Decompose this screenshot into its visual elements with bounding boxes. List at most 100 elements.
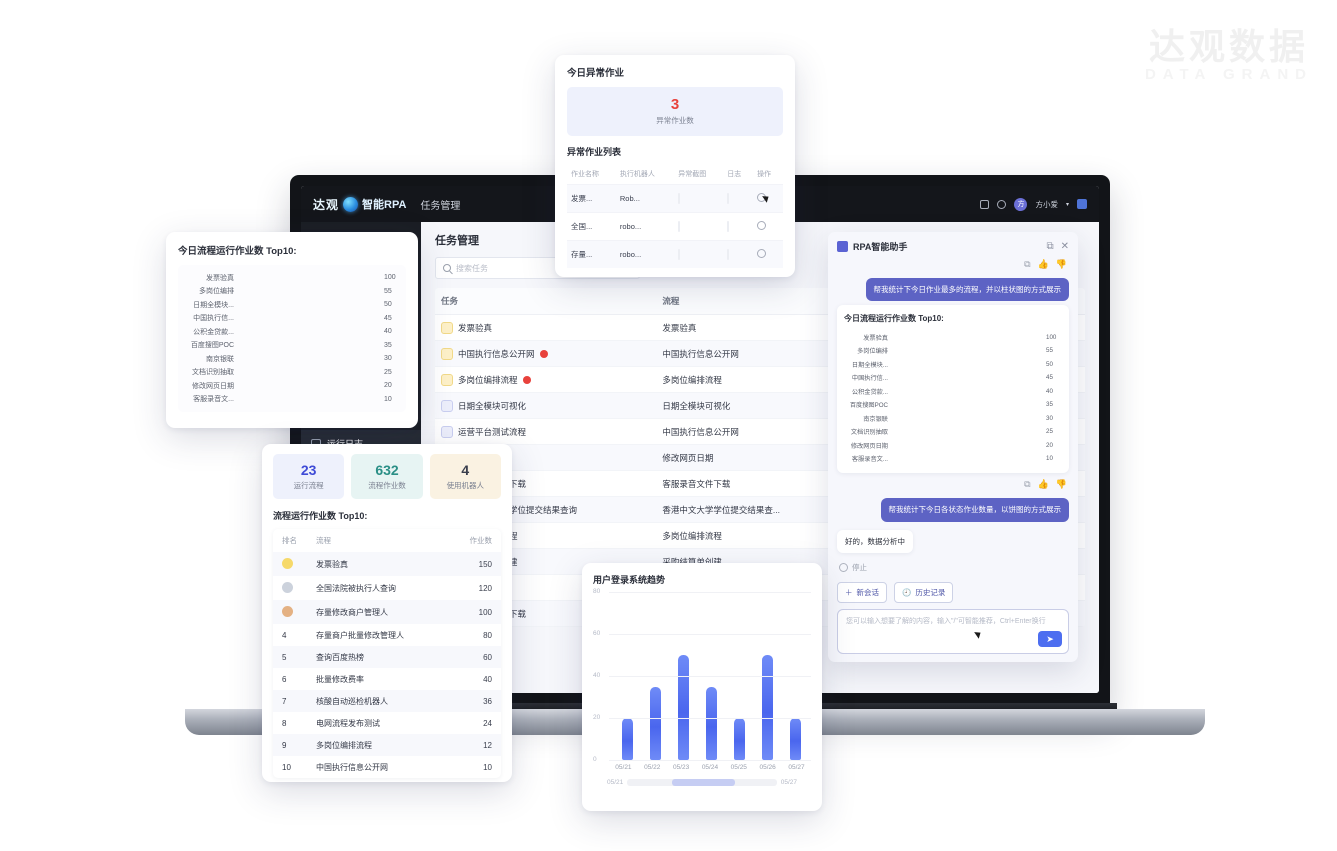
ranking-table: 排名 流程 作业数 发票验真 150 全国法院被执行人查询 120 存量修改商户管理人 1… [273,529,501,778]
exception-row[interactable]: 存量... robo... [567,240,783,268]
cell-action[interactable] [753,240,783,268]
scroll-knob[interactable] [672,779,735,786]
user-name[interactable]: 方小爱 [1035,199,1058,209]
cell-log[interactable] [723,184,754,213]
cell-count: 40 [483,674,492,684]
info-icon[interactable] [757,249,767,258]
bar-label: 修改网页日期 [850,442,888,450]
avatar[interactable]: 方 [1014,197,1028,211]
list-item[interactable]: 9 多岗位编排流程 12 [273,734,501,756]
cell-screenshot[interactable] [674,212,724,241]
list-item[interactable]: 全国法院被执行人查询 120 [273,576,501,600]
app-grid-icon[interactable] [1077,199,1087,209]
log-thumbnail[interactable] [727,193,730,204]
cell-robot: robo... [615,240,675,268]
list-item[interactable]: 5 查询百度热榜 60 [273,646,501,668]
cell-task: 中国执行信息公开网 [435,340,657,367]
card-today-top10-chart: 今日流程运行作业数 Top10: 发票验真 100 多岗位编排 55 日期全模块... 5… [166,232,418,428]
error-badge-icon [522,375,531,384]
info-icon[interactable] [757,193,767,202]
thumbs-down-icon[interactable]: 👎 [1055,479,1067,490]
chart-scrollbar[interactable]: 05/21 05/27 [607,779,797,786]
cell-flow: 中国执行信息公开网 [656,418,851,445]
send-button[interactable]: ➤ [1038,631,1062,647]
list-item[interactable]: 8 电网流程发布测试 24 [273,712,501,734]
bar-label: 多岗位编排 [857,348,888,355]
medal-icon [282,557,293,569]
stop-generating-button[interactable]: 停止 [839,562,1067,573]
expand-icon[interactable]: ⧉ [1046,241,1054,252]
list-item[interactable]: 存量修改商户管理人 100 [273,600,501,624]
chat-input-placeholder: 您可以输入想要了解的内容，输入"/"可智能推荐，Ctrl+Enter换行 [846,617,1046,625]
task-type-icon [441,425,453,438]
new-session-button[interactable]: ＋ 新会话 [837,581,887,603]
stat-card: 4 使用机器人 [429,454,501,499]
card-today-exceptions: 今日异常作业 3 异常作业数 异常作业列表 作业名称 执行机器人 异常截图 日志… [555,55,795,277]
copy-icon[interactable]: ⧉ [1024,259,1031,269]
info-icon[interactable] [757,221,767,230]
cell-action[interactable] [753,212,783,241]
cell-log[interactable] [723,212,754,241]
bar-row: 日期全模块... 50 [182,298,402,312]
screenshot-thumbnail[interactable] [678,249,681,260]
trend-bar [761,655,773,760]
screenshot-thumbnail[interactable] [678,221,681,232]
col-robot: 执行机器人 [619,171,655,178]
bar-track [893,442,1041,449]
gridline [609,760,811,761]
bar-value: 45 [1046,374,1053,381]
bar-row: 发票验真 100 [182,271,402,285]
scroll-track[interactable] [627,779,777,786]
list-item[interactable]: 10 中国执行信息公开网 10 [273,756,501,778]
bar-row: 百度搜图POC 35 [844,398,1062,412]
history-button[interactable]: 🕘 历史记录 [894,581,954,603]
list-item[interactable]: 4 存量商户批量修改管理人 80 [273,624,501,646]
list-item[interactable]: 6 批量修改费率 40 [273,668,501,690]
log-thumbnail[interactable] [727,249,730,260]
screenshot-thumbnail[interactable] [678,193,681,204]
bar-row: 公积金贷款... 40 [182,325,402,339]
y-axis-tick: 60 [593,630,601,637]
cell-screenshot[interactable] [674,184,724,213]
bar-row: 文档识别抽取 25 [182,366,402,380]
cell-task: 日期全模块可视化 [435,392,657,419]
exception-row[interactable]: 发票... Rob... [567,184,783,213]
log-thumbnail[interactable] [727,221,730,232]
chat-chart-card: 今日流程运行作业数 Top10: 发票验真 100 多岗位编排 55 日期全模块... 5… [837,305,1069,474]
bar-track [239,328,379,335]
exception-row[interactable]: 全国... robo... [567,212,783,241]
bar-track [893,374,1041,381]
bar-value: 10 [384,395,392,403]
card-title: 今日流程运行作业数 Top10: [178,246,297,257]
cell-log[interactable] [723,240,754,268]
chat-input[interactable]: 您可以输入想要了解的内容，输入"/"可智能推荐，Ctrl+Enter换行 ➤ [837,608,1069,654]
list-item[interactable]: 7 核酸自动巡检机器人 36 [273,690,501,712]
chat-horizontal-bar-chart: 发票验真 100 多岗位编排 55 日期全模块... 50 中国执行信... 45 公积金贷款.… [844,330,1062,465]
bar-label: 文档识别抽取 [192,369,234,377]
bar-row: 发票验真 100 [844,330,1062,344]
thumbs-up-icon[interactable]: 👍 [1037,259,1049,269]
copy-icon[interactable]: ⧉ [1024,479,1031,490]
cell-job-name: 发票... [567,184,616,213]
bar-value: 25 [1046,428,1053,435]
col-flow-name: 流程 [316,536,331,545]
chevron-down-icon[interactable]: ▾ [1065,201,1069,208]
cell-action[interactable] [753,184,783,213]
list-item[interactable]: 发票验真 150 [273,552,501,576]
close-icon[interactable]: ✕ [1060,241,1069,252]
bar-label: 客服录音文... [193,396,234,404]
thumbs-down-icon[interactable]: 👎 [1055,259,1067,269]
help-icon[interactable] [997,199,1007,209]
scroll-start-label: 05/21 [607,779,624,786]
bar-track [893,401,1041,408]
cell-screenshot[interactable] [674,240,724,268]
bar-value: 45 [384,314,392,322]
stop-icon [839,562,848,572]
stop-label: 停止 [852,562,867,572]
bar-value: 30 [1046,414,1053,422]
doc-icon[interactable] [980,199,990,209]
thumbs-up-icon[interactable]: 👍 [1037,479,1049,490]
trend-bar [789,718,801,760]
app-logo: 达观 智能RPA [313,196,406,213]
bar-label: 日期全模块... [193,301,234,309]
